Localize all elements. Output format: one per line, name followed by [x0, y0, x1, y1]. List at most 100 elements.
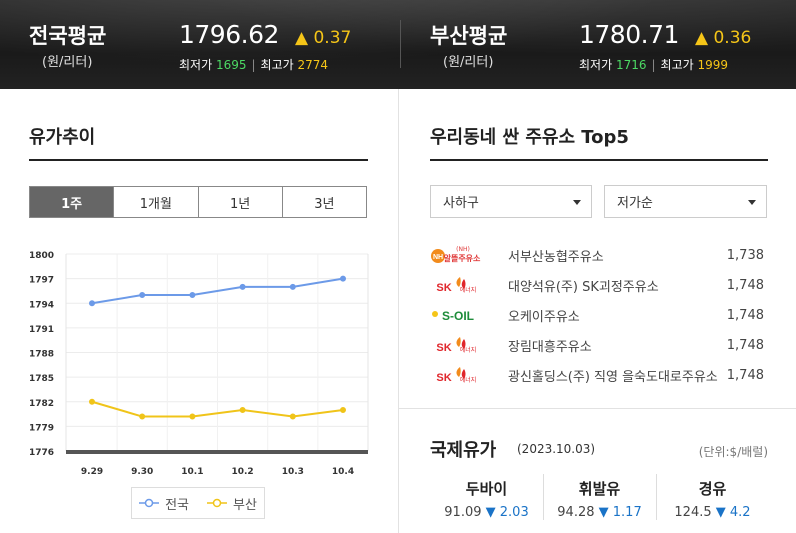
period-tabs: 1주 1개월 1년 3년 [29, 186, 367, 218]
legend-national[interactable]: 전국 [139, 494, 189, 513]
tab-1-year[interactable]: 1년 [197, 187, 282, 217]
busan-average-change: ▲ 0.36 [695, 28, 752, 48]
series-point-1 [340, 406, 346, 413]
station-row[interactable]: SK 에너지 장림대흥주유소 1,748 [430, 330, 766, 360]
station-price: 1,738 [726, 247, 764, 263]
intl-oil-dubai: 두바이 91.09 ▼ 2.03 [430, 472, 543, 522]
y-tick-label: 1776 [29, 448, 54, 458]
y-tick-label: 1797 [29, 276, 54, 286]
oil-value: 94.28 [557, 505, 595, 520]
series-point-0 [239, 283, 246, 290]
series-point-1 [239, 406, 246, 413]
legend-busan-label: 부산 [233, 497, 257, 513]
intl-oil-title: 국제유가 [430, 440, 497, 461]
y-tick-label: 1794 [29, 300, 54, 310]
section-divider [399, 408, 796, 409]
station-name: 장림대흥주유소 [508, 339, 592, 355]
intl-oil-gasoline: 휘발유 94.28 ▼ 1.17 [543, 472, 656, 522]
region-select[interactable]: 사하구 [430, 185, 592, 218]
chevron-down-icon [748, 200, 756, 205]
min-value: 1716 [615, 58, 647, 72]
tab-3-years[interactable]: 3년 [281, 187, 366, 217]
max-value: 1999 [697, 58, 729, 72]
busan-min-max: 최저가 1716 | 최고가 1999 [579, 58, 729, 72]
oil-value: 91.09 [444, 505, 482, 520]
region-select-value: 사하구 [443, 196, 479, 211]
series-point-1 [189, 413, 196, 420]
busan-average-unit: (원/리터) [443, 55, 494, 70]
y-tick-label: 1782 [29, 399, 54, 409]
legend-busan[interactable]: 부산 [207, 494, 257, 513]
national-average-block: 전국평균 (원/리터) 1796.62 ▲ 0.37 최저가 1695 | 최고가 … [0, 0, 400, 89]
intl-oil-unit: (단위:$/배럴) [698, 445, 768, 459]
station-price: 1,748 [726, 337, 764, 353]
station-price: 1,748 [726, 367, 764, 383]
sk-brand-text: SK [436, 282, 451, 294]
header-divider [400, 20, 401, 68]
max-label: 최고가 [660, 58, 694, 72]
busan-average-block: 부산평균 (원/리터) 1780.71 ▲ 0.36 최저가 1716 | 최고가 … [400, 0, 796, 89]
x-tick-label: 10.2 [231, 467, 253, 477]
y-tick-label: 1785 [29, 374, 54, 384]
nh-alddeul-logo-icon: NH (NH) 알뜰주유소 [430, 245, 482, 265]
price-header: 전국평균 (원/리터) 1796.62 ▲ 0.37 최저가 1695 | 최고가 … [0, 0, 796, 89]
x-axis-baseline [66, 450, 368, 454]
series-point-1 [139, 413, 146, 420]
trend-title: 유가추이 [29, 127, 96, 148]
sk-brand-sub: 에너지 [460, 376, 477, 384]
series-point-0 [189, 292, 196, 299]
x-tick-label: 10.3 [282, 467, 304, 477]
station-name: 광신홀딩스(주) 직영 을숙도대로주유소 [508, 369, 718, 385]
oil-name: 경유 [698, 480, 727, 498]
sk-brand-sub: 에너지 [460, 346, 477, 354]
oil-value: 124.5 [674, 505, 712, 520]
max-label: 최고가 [260, 58, 294, 72]
series-line-0 [91, 277, 344, 305]
sk-energy-logo-icon: SK 에너지 [430, 365, 482, 385]
intl-oil-diesel: 경유 124.5 ▼ 4.2 [656, 472, 769, 522]
chart-legend: 전국 부산 [131, 487, 265, 519]
busan-average-title: 부산평균 [430, 24, 508, 48]
station-row[interactable]: SK 에너지 대양석유(주) SK괴정주유소 1,748 [430, 270, 766, 300]
tab-1-week[interactable]: 1주 [30, 187, 114, 217]
tab-1-month[interactable]: 1개월 [113, 187, 198, 217]
x-tick-label: 10.4 [332, 467, 354, 477]
intl-oil-date: (2023.10.03) [517, 442, 596, 456]
sk-energy-logo-icon: SK 에너지 [430, 335, 482, 355]
series-point-0 [89, 300, 95, 307]
sk-brand-text: SK [436, 372, 451, 384]
min-value: 1695 [215, 58, 247, 72]
station-price: 1,748 [726, 277, 764, 293]
national-average-price: 1796.62 [179, 20, 279, 49]
series-line-1 [91, 400, 344, 418]
y-tick-label: 1779 [29, 423, 54, 433]
sort-select-value: 저가순 [617, 196, 653, 211]
series-point-1 [89, 398, 95, 405]
station-row[interactable]: SK 에너지 광신홀딩스(주) 직영 을숙도대로주유소 1,748 [430, 360, 766, 390]
oil-name: 휘발유 [578, 480, 621, 498]
station-row[interactable]: NH (NH) 알뜰주유소 서부산농협주유소 1,738 [430, 240, 766, 270]
trend-title-rule [29, 159, 368, 161]
oil-name: 두바이 [465, 480, 508, 498]
min-label: 최저가 [579, 58, 613, 72]
x-tick-label: 10.1 [181, 467, 203, 477]
legend-busan-marker-icon [207, 498, 227, 508]
legend-national-marker-icon [139, 498, 160, 508]
nh-brand-text: 알뜰주유소 [444, 253, 481, 263]
national-min-max: 최저가 1695 | 최고가 2774 [179, 58, 329, 72]
series-point-0 [340, 275, 346, 282]
y-tick-label: 1791 [29, 325, 54, 335]
stations-title: 우리동네 싼 주유소 Top5 [430, 127, 629, 148]
station-row[interactable]: S-OIL 오케이주유소 1,748 [430, 300, 766, 330]
series-point-0 [289, 283, 296, 290]
oil-change: ▼ 2.03 [485, 505, 529, 520]
s-oil-logo-icon: S-OIL [430, 305, 482, 325]
legend-national-label: 전국 [165, 497, 189, 513]
sort-select[interactable]: 저가순 [604, 185, 767, 218]
station-name: 오케이주유소 [508, 309, 580, 325]
busan-average-price: 1780.71 [579, 20, 679, 49]
sk-brand-text: SK [436, 342, 451, 354]
station-name: 대양석유(주) SK괴정주유소 [508, 279, 659, 295]
x-tick-label: 9.30 [131, 467, 153, 477]
sk-energy-logo-icon: SK 에너지 [430, 275, 482, 295]
